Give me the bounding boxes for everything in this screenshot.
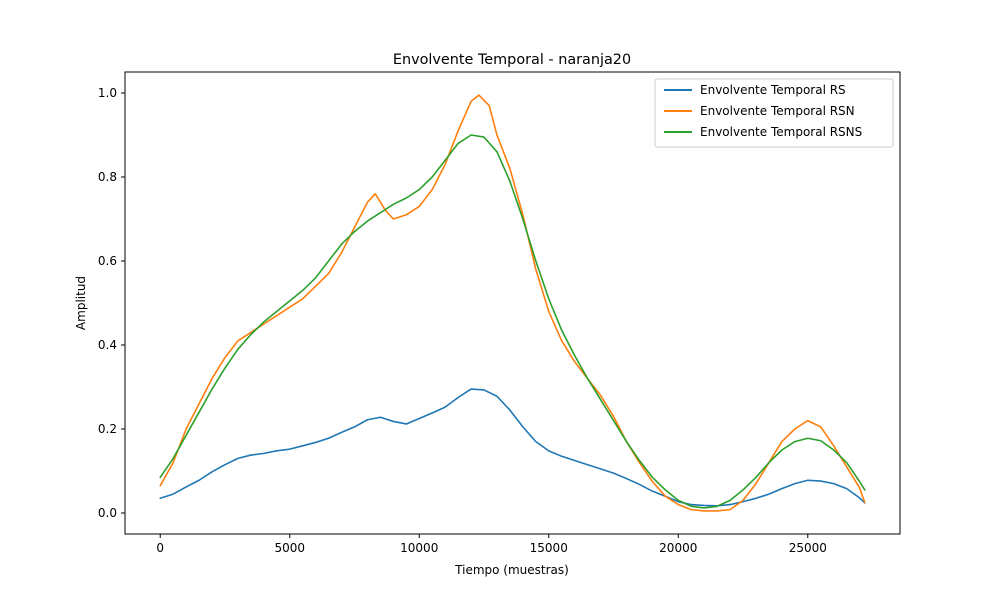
series-line-3 [159, 134, 866, 509]
chart-title: Envolvente Temporal - naranja20 [393, 52, 631, 68]
series-line-2 [159, 94, 866, 512]
y-tick-label: 0.8 [98, 170, 117, 184]
y-axis-ticks: 0.0 0.2 0.4 0.6 0.8 1.0 [98, 86, 125, 520]
y-tick-label: 0.4 [98, 338, 117, 352]
x-tick-label: 10000 [400, 541, 438, 555]
x-axis-title: Tiempo (muestras) [454, 563, 569, 577]
plot-frame [124, 71, 901, 535]
x-tick-label: 25000 [789, 541, 827, 555]
legend-box [654, 78, 894, 148]
y-tick-label: 1.0 [98, 86, 117, 100]
y-axis-title: Amplitud [74, 276, 88, 330]
legend: Envolvente Temporal RS Envolvente Tempora… [654, 78, 894, 148]
x-tick-label: 5000 [274, 541, 305, 555]
legend-label-3: Envolvente Temporal RSNS [700, 125, 862, 139]
y-tick-label: 0.0 [98, 506, 117, 520]
x-axis-ticks: 0 5000 10000 15000 20000 25000 [156, 534, 827, 555]
y-tick-label: 0.2 [98, 422, 117, 436]
legend-label-2: Envolvente Temporal RSN [700, 104, 855, 118]
series-line-1 [159, 388, 866, 507]
x-tick-label: 15000 [530, 541, 568, 555]
plot-area [125, 72, 900, 534]
x-tick-label: 20000 [659, 541, 697, 555]
series-layer [159, 94, 866, 512]
legend-label-1: Envolvente Temporal RS [700, 83, 846, 97]
x-tick-label: 0 [156, 541, 164, 555]
y-tick-label: 0.6 [98, 254, 117, 268]
